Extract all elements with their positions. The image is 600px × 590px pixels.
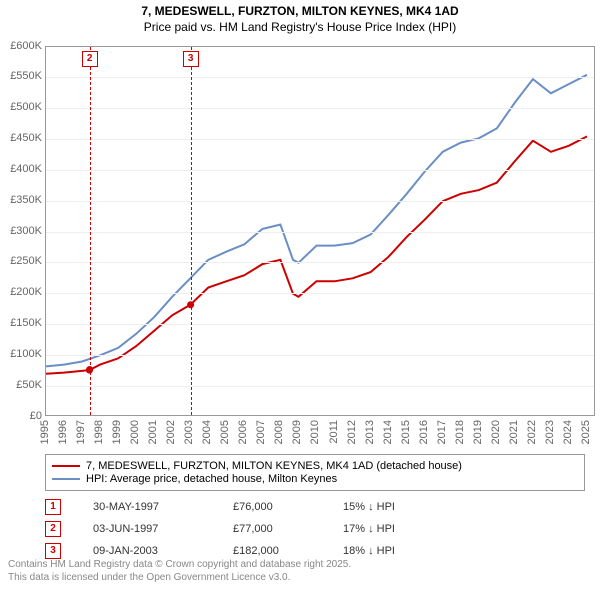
table-marker-box: 1	[45, 499, 61, 515]
legend-item: HPI: Average price, detached house, Milt…	[52, 473, 578, 485]
footer-attribution: Contains HM Land Registry data © Crown c…	[8, 558, 351, 584]
y-axis-label: £50K	[0, 379, 42, 391]
footer-line2: This data is licensed under the Open Gov…	[8, 571, 351, 584]
table-date: 09-JAN-2003	[93, 545, 233, 557]
x-axis-label: 2016	[418, 420, 430, 444]
legend-label: 7, MEDESWELL, FURZTON, MILTON KEYNES, MK…	[86, 460, 462, 472]
marker-dashed-line	[191, 47, 192, 415]
gridline	[46, 201, 594, 202]
legend-swatch	[52, 465, 80, 467]
x-axis-label: 2001	[147, 420, 159, 444]
series-price_paid	[46, 136, 587, 373]
table-date: 30-MAY-1997	[93, 501, 233, 513]
x-axis-label: 2007	[255, 420, 267, 444]
x-axis-label: 1999	[111, 420, 123, 444]
x-axis-label: 2004	[201, 420, 213, 444]
marker-dashed-line	[90, 47, 91, 415]
x-axis-label: 2013	[364, 420, 376, 444]
marker-box-3: 3	[183, 51, 199, 67]
y-axis-label: £600K	[0, 40, 42, 52]
gridline	[46, 262, 594, 263]
x-axis-label: 2012	[346, 420, 358, 444]
x-axis-label: 2019	[472, 420, 484, 444]
gridline	[46, 293, 594, 294]
table-date: 03-JUN-1997	[93, 523, 233, 535]
sales-table: 1 30-MAY-1997£76,00015% ↓ HPI 2 03-JUN-1997…	[45, 499, 585, 559]
gridline	[46, 77, 594, 78]
x-axis-label: 2014	[382, 420, 394, 444]
marker-box-2: 2	[82, 51, 98, 67]
x-axis-label: 2003	[183, 420, 195, 444]
legend-swatch	[52, 478, 80, 480]
gridline	[46, 139, 594, 140]
y-axis-label: £400K	[0, 163, 42, 175]
y-axis-label: £350K	[0, 194, 42, 206]
table-pct: 17% ↓ HPI	[343, 523, 453, 535]
x-axis-label: 2002	[165, 420, 177, 444]
x-axis-label: 2023	[544, 420, 556, 444]
table-row: 3 09-JAN-2003£182,00018% ↓ HPI	[45, 543, 585, 559]
legend-label: HPI: Average price, detached house, Milt…	[86, 473, 337, 485]
table-row: 1 30-MAY-1997£76,00015% ↓ HPI	[45, 499, 585, 515]
table-marker-box: 3	[45, 543, 61, 559]
y-axis-label: £450K	[0, 132, 42, 144]
x-axis-label: 1997	[75, 420, 87, 444]
x-axis-label: 2005	[219, 420, 231, 444]
x-axis-label: 2017	[436, 420, 448, 444]
y-axis-label: £500K	[0, 101, 42, 113]
y-axis-label: £250K	[0, 255, 42, 267]
chart-area: 23 £0£50K£100K£150K£200K£250K£300K£350K£…	[0, 38, 600, 448]
gridline	[46, 355, 594, 356]
x-axis-label: 2015	[400, 420, 412, 444]
gridline	[46, 108, 594, 109]
x-axis-label: 1996	[57, 420, 69, 444]
table-pct: 18% ↓ HPI	[343, 545, 453, 557]
y-axis-label: £100K	[0, 348, 42, 360]
x-axis-label: 2018	[454, 420, 466, 444]
x-axis-label: 2020	[490, 420, 502, 444]
gridline	[46, 170, 594, 171]
table-pct: 15% ↓ HPI	[343, 501, 453, 513]
gridline	[46, 386, 594, 387]
x-axis-label: 2021	[508, 420, 520, 444]
x-axis-label: 2009	[291, 420, 303, 444]
plot-region: 23	[45, 46, 595, 416]
legend: 7, MEDESWELL, FURZTON, MILTON KEYNES, MK…	[45, 454, 585, 491]
gridline	[46, 232, 594, 233]
x-axis-label: 2006	[237, 420, 249, 444]
y-axis-label: £300K	[0, 225, 42, 237]
x-axis-label: 2000	[129, 420, 141, 444]
x-axis-label: 2010	[309, 420, 321, 444]
y-axis-label: £200K	[0, 286, 42, 298]
footer-line1: Contains HM Land Registry data © Crown c…	[8, 558, 351, 571]
x-axis-label: 2022	[526, 420, 538, 444]
x-axis-label: 2011	[328, 420, 340, 444]
x-axis-label: 2008	[273, 420, 285, 444]
y-axis-label: £550K	[0, 70, 42, 82]
table-row: 2 03-JUN-1997£77,00017% ↓ HPI	[45, 521, 585, 537]
series-hpi	[46, 74, 587, 366]
chart-title-line1: 7, MEDESWELL, FURZTON, MILTON KEYNES, MK…	[0, 0, 600, 20]
table-marker-box: 2	[45, 521, 61, 537]
legend-item: 7, MEDESWELL, FURZTON, MILTON KEYNES, MK…	[52, 460, 578, 472]
table-price: £76,000	[233, 501, 343, 513]
x-axis-label: 2025	[580, 420, 592, 444]
x-axis-label: 1998	[93, 420, 105, 444]
y-axis-label: £0	[0, 410, 42, 422]
x-axis-label: 1995	[39, 420, 51, 444]
table-price: £182,000	[233, 545, 343, 557]
y-axis-label: £150K	[0, 317, 42, 329]
x-axis-label: 2024	[562, 420, 574, 444]
chart-title-line2: Price paid vs. HM Land Registry's House …	[0, 20, 600, 38]
gridline	[46, 324, 594, 325]
table-price: £77,000	[233, 523, 343, 535]
